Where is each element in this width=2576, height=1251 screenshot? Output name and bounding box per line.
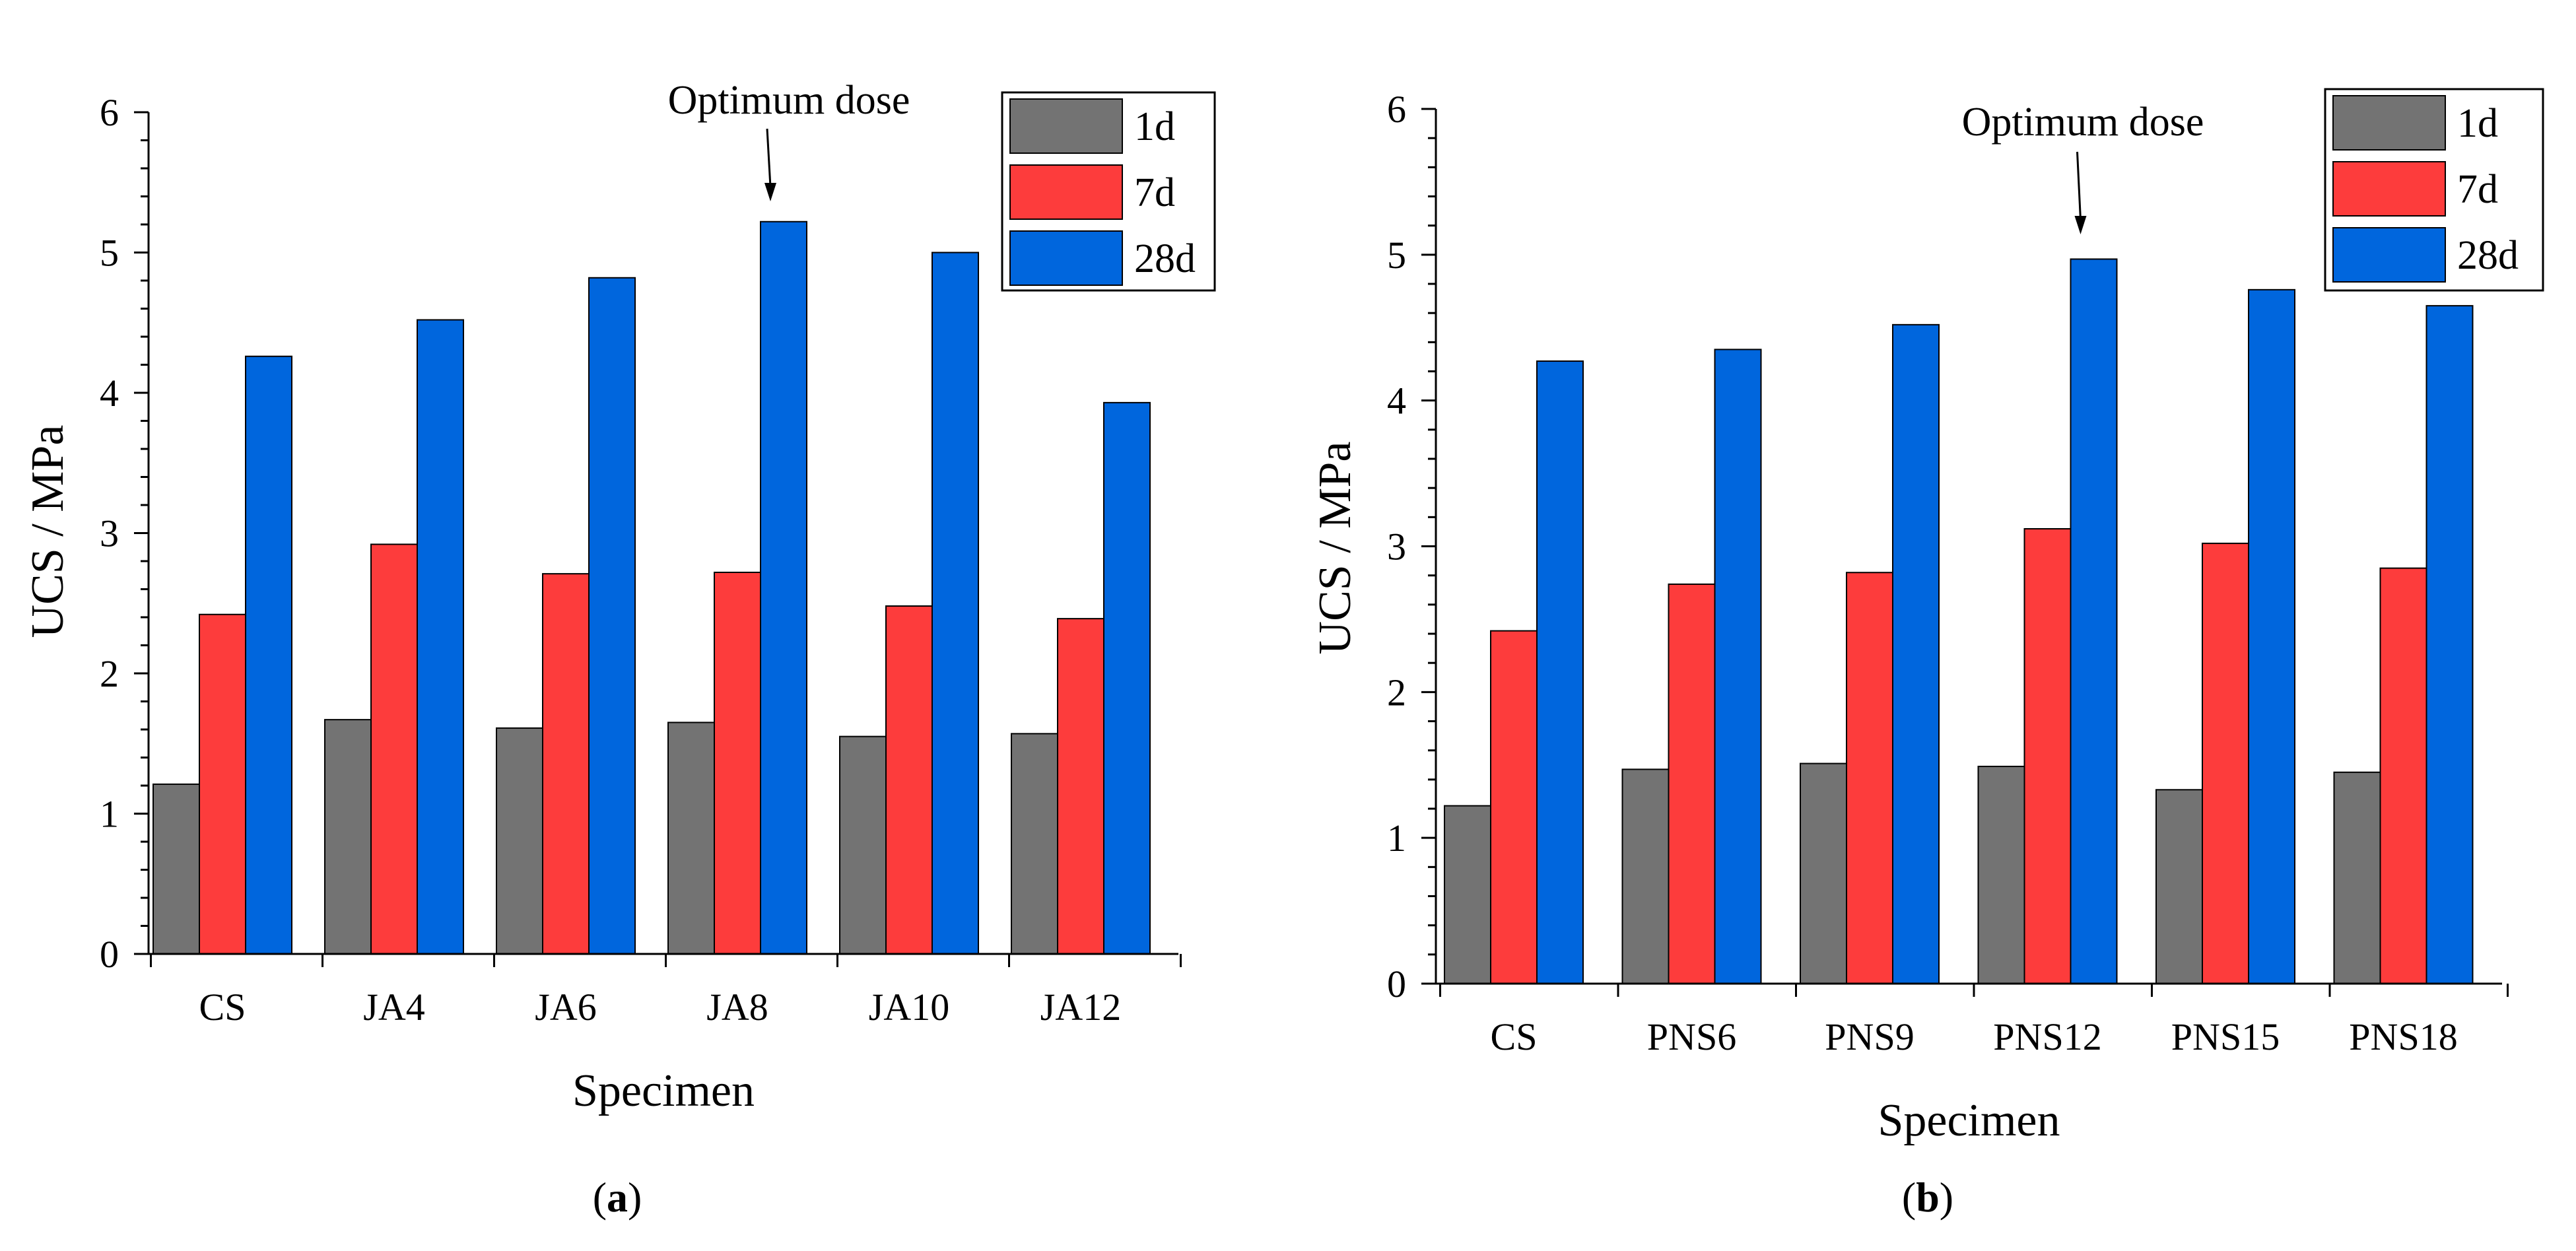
legend-swatch-7d <box>1009 164 1123 220</box>
bar-pns18-1d <box>2333 771 2381 984</box>
x-tick-label: JA12 <box>1040 986 1121 1029</box>
bar-ja6-1d <box>496 727 543 955</box>
bar-pns9-7d <box>1846 572 1893 984</box>
y-tick-label: 5 <box>1387 234 1406 277</box>
panel-label-close: ) <box>628 1174 642 1221</box>
bar-pns12-7d <box>2023 528 2072 984</box>
x-tick-label: CS <box>199 986 246 1029</box>
bar-ja12-7d <box>1057 618 1104 955</box>
bar-ja8-1d <box>667 722 715 955</box>
annotation-arrow-head <box>2074 216 2087 234</box>
panel-label: (b) <box>1902 1174 1953 1221</box>
bar-ja4-1d <box>324 719 372 955</box>
x-axis-title: Specimen <box>572 1065 755 1116</box>
y-tick-label: 1 <box>100 793 119 836</box>
bar-pns9-1d <box>1800 762 1847 984</box>
legend-label-1d: 1d <box>2457 101 2498 146</box>
bar-pns6-28d <box>1714 349 1762 984</box>
x-tick-label: CS <box>1491 1015 1538 1058</box>
y-tick-label: 4 <box>100 372 119 415</box>
bar-pns15-28d <box>2248 288 2295 984</box>
bar-pns18-28d <box>2425 305 2474 984</box>
bar-cs-7d <box>199 613 246 955</box>
x-tick-label: PNS6 <box>1647 1015 1736 1058</box>
annotation-text: Optimum dose <box>668 78 910 123</box>
bar-ja4-7d <box>370 543 418 955</box>
panel-label-letter: b <box>1916 1174 1940 1221</box>
bar-cs-1d <box>153 783 200 955</box>
y-tick-label: 3 <box>1387 525 1406 568</box>
y-tick-label: 6 <box>100 91 119 134</box>
x-tick-label: JA8 <box>706 986 768 1029</box>
panel-label-open: ( <box>1902 1174 1916 1221</box>
bar-cs-1d <box>1444 805 1491 985</box>
bar-pns15-7d <box>2202 543 2249 984</box>
bar-ja6-7d <box>542 573 590 955</box>
panel-a: 0 1 2 3 4 5 6 CS JA4 JA6 JA8 JA10 JA12 Specimen UCS / … <box>22 78 1216 1221</box>
x-tick-label: PNS18 <box>2349 1015 2457 1058</box>
bar-pns12-1d <box>1977 765 2025 985</box>
bar-ja8-7d <box>714 572 761 955</box>
legend-label-28d: 28d <box>2457 233 2519 278</box>
x-axis-title: Specimen <box>1878 1095 2060 1146</box>
legend-swatch-28d <box>1009 230 1123 286</box>
panel-label-letter: a <box>607 1174 628 1221</box>
annotation-text: Optimum dose <box>1962 100 2204 145</box>
bar-cs-28d <box>245 355 292 955</box>
legend-label-1d: 1d <box>1134 104 1175 149</box>
bar-ja12-1d <box>1011 733 1058 955</box>
bar-pns6-1d <box>1621 768 1670 984</box>
bar-ja10-1d <box>839 735 887 955</box>
annotation-arrow-line <box>766 128 772 187</box>
legend-label-7d: 7d <box>1134 170 1175 215</box>
x-tick-label: JA4 <box>363 986 424 1029</box>
bar-pns9-28d <box>1892 323 1940 985</box>
bar-ja4-28d <box>417 319 464 955</box>
y-axis-title: UCS / MPa <box>1310 442 1361 655</box>
bar-cs-7d <box>1490 630 1538 984</box>
y-tick-label: 2 <box>100 652 119 695</box>
y-tick-label: 4 <box>1387 380 1406 423</box>
y-axis-title: UCS / MPa <box>22 425 73 638</box>
bar-pns12-28d <box>2070 258 2118 984</box>
bar-ja6-28d <box>588 277 636 955</box>
annotation-arrow-line <box>2076 151 2082 220</box>
y-tick-label: 6 <box>1387 88 1406 131</box>
bar-ja12-28d <box>1103 401 1151 955</box>
bar-pns6-7d <box>1668 583 1716 984</box>
panel-label: (a) <box>593 1174 642 1221</box>
legend-swatch-1d <box>1009 98 1123 154</box>
y-tick-label: 2 <box>1387 671 1406 714</box>
x-tick-label: JA6 <box>535 986 596 1029</box>
legend-label-28d: 28d <box>1134 236 1196 281</box>
y-tick-label: 0 <box>1387 963 1406 1005</box>
y-tick-label: 5 <box>100 232 119 275</box>
x-tick-label: JA10 <box>869 986 949 1029</box>
y-tick-label: 3 <box>100 512 119 555</box>
x-tick-label: PNS15 <box>2171 1015 2280 1058</box>
x-tick-label: PNS9 <box>1825 1015 1914 1058</box>
panel-label-close: ) <box>1940 1174 1953 1221</box>
y-tick-label: 1 <box>1387 817 1406 860</box>
legend-label-7d: 7d <box>2457 167 2498 212</box>
bar-ja10-7d <box>885 605 933 955</box>
panel-b: 0 1 2 3 4 5 6 CS PNS6 PNS9 PNS12 PNS15 PNS18 Specimen… <box>1310 88 2544 1221</box>
annotation-arrow-head <box>764 183 776 201</box>
legend-swatch-28d <box>2332 227 2446 283</box>
bar-ja10-28d <box>932 252 979 955</box>
bar-pns15-1d <box>2155 789 2203 984</box>
bar-cs-28d <box>1536 360 1584 984</box>
legend-swatch-7d <box>2332 161 2446 217</box>
legend-swatch-1d <box>2332 95 2446 151</box>
bar-pns18-7d <box>2379 567 2427 984</box>
panel-label-open: ( <box>593 1174 607 1221</box>
x-tick-label: PNS12 <box>1993 1015 2101 1058</box>
y-tick-label: 0 <box>100 933 119 976</box>
bar-ja8-28d <box>760 220 807 955</box>
